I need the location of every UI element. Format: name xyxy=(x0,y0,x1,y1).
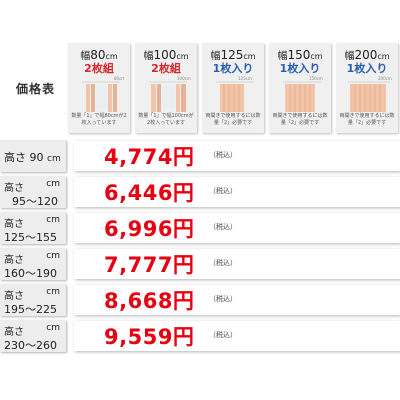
height-label: 高さ 90 cm xyxy=(0,140,66,172)
product-width-cards: 幅80cm 2枚組 80cm 数量「1」で幅80cmが2枚入っています 幅100… xyxy=(68,43,400,133)
price-box xyxy=(74,213,400,243)
price-value: 6,996円 xyxy=(104,217,195,241)
price-row-95-120: 高さ cm 95～120 6,446円 （税込） xyxy=(0,176,400,208)
tax-label: （税込） xyxy=(209,187,237,195)
tax-label: （税込） xyxy=(209,331,237,339)
height-line1: 高さ xyxy=(4,255,24,266)
height-unit: cm xyxy=(46,179,60,189)
price-row-90: 高さ 90 cm 4,774円 （税込） xyxy=(0,140,400,172)
product-card-125: 幅125cm 1枚入り 125cm 両開きで使用するには数量「2」必要です xyxy=(202,43,264,133)
product-card-200: 幅200cm 1枚入り 200cm 両開きで使用するには数量「2」必要です xyxy=(336,43,398,133)
tax-label: （税込） xyxy=(209,223,237,231)
price-row-160-190: 高さ cm 160～190 7,777円 （税込） xyxy=(0,248,400,280)
product-card-150: 幅150cm 1枚入り 150cm 両開きで使用するには数量「2」必要です xyxy=(269,43,331,133)
card-width: 幅150cm xyxy=(277,48,323,62)
dimension-label: 150cm xyxy=(309,76,323,81)
product-card-80: 幅80cm 2枚組 80cm 数量「1」で幅80cmが2枚入っています xyxy=(68,43,130,133)
dimension-label: 125cm xyxy=(238,76,252,81)
card-pack-label: 1枚入り xyxy=(346,62,388,75)
curtain-pair-illustration: 100cm xyxy=(149,76,191,112)
card-width: 幅80cm xyxy=(80,48,118,62)
card-pack-label: 1枚入り xyxy=(279,62,321,75)
height-unit: cm xyxy=(46,323,60,333)
height-range: 95～120 xyxy=(12,195,58,208)
height-unit: cm xyxy=(46,251,60,261)
card-width: 幅100cm xyxy=(143,48,189,62)
card-width: 幅200cm xyxy=(344,48,390,62)
price-table-title: 価格表 xyxy=(16,82,56,96)
height-range: 195～225 xyxy=(4,303,57,316)
card-note: 数量「1」で幅80cmが2枚入っています xyxy=(71,113,127,126)
card-note: 両開きで使用するには数量「2」必要です xyxy=(205,113,261,126)
height-unit: cm xyxy=(46,215,60,225)
height-unit: cm xyxy=(46,287,60,297)
height-label: 高さ cm 95～120 xyxy=(0,176,66,208)
tax-label: （税込） xyxy=(209,259,237,267)
price-box xyxy=(74,285,400,315)
card-note: 両開きで使用するには数量「2」必要です xyxy=(272,113,328,126)
curtain-single-illustration: 200cm xyxy=(348,76,392,112)
price-box xyxy=(74,321,400,351)
height-line1: 高さ xyxy=(4,219,24,230)
price-value: 4,774円 xyxy=(104,145,195,169)
card-note: 両開きで使用するには数量「2」必要です xyxy=(339,113,395,126)
height-label: 高さ cm 125～155 xyxy=(0,212,66,244)
card-pack-label: 2枚組 xyxy=(84,62,114,75)
height-label: 高さ cm 160～190 xyxy=(0,248,66,280)
dimension-label: 80cm xyxy=(114,76,124,81)
price-value: 8,668円 xyxy=(104,289,195,313)
price-box xyxy=(74,249,400,279)
tax-label: （税込） xyxy=(209,295,237,303)
height-range: 230～260 xyxy=(4,339,57,352)
price-row-230-260: 高さ cm 230～260 9,559円 （税込） xyxy=(0,320,400,352)
height-range: 125～155 xyxy=(4,231,57,244)
dimension-label: 200cm xyxy=(378,76,392,81)
tax-label: （税込） xyxy=(209,151,237,159)
price-value: 9,559円 xyxy=(104,325,195,349)
height-line1: 高さ xyxy=(4,291,24,302)
curtain-single-illustration: 125cm xyxy=(216,76,254,112)
height-range: 160～190 xyxy=(4,267,57,280)
card-pack-label: 2枚組 xyxy=(151,62,181,75)
price-row-125-155: 高さ cm 125～155 6,996円 （税込） xyxy=(0,212,400,244)
height-line1: 高さ 90 cm xyxy=(4,151,61,164)
price-value: 7,777円 xyxy=(104,253,195,277)
price-box xyxy=(74,141,400,171)
card-pack-label: 1枚入り xyxy=(212,62,254,75)
height-label: 高さ cm 230～260 xyxy=(0,320,66,352)
height-line1: 高さ xyxy=(4,183,24,194)
card-note: 数量「1」で幅100cmが2枚入っています xyxy=(138,113,194,126)
card-width: 幅125cm xyxy=(210,48,256,62)
height-line1: 高さ xyxy=(4,327,24,338)
price-box xyxy=(74,177,400,207)
dimension-label: 100cm xyxy=(177,76,191,81)
price-row-195-225: 高さ cm 195～225 8,668円 （税込） xyxy=(0,284,400,316)
curtain-pair-illustration: 80cm xyxy=(82,76,124,112)
curtain-single-illustration: 150cm xyxy=(283,76,323,112)
height-label: 高さ cm 195～225 xyxy=(0,284,66,316)
price-value: 6,446円 xyxy=(104,181,195,205)
product-card-100: 幅100cm 2枚組 100cm 数量「1」で幅100cmが2枚入っています xyxy=(135,43,197,133)
